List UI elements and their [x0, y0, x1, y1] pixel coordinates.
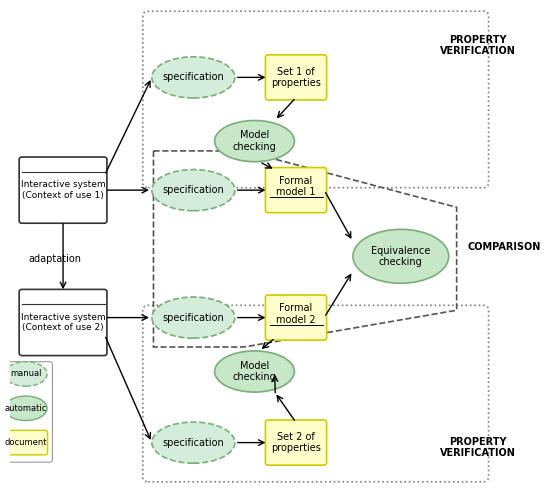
Text: Model
checking: Model checking: [233, 361, 277, 382]
Text: automatic: automatic: [4, 404, 47, 413]
Ellipse shape: [4, 396, 47, 421]
FancyBboxPatch shape: [19, 289, 107, 355]
Text: PROPERTY
VERIFICATION: PROPERTY VERIFICATION: [440, 35, 516, 56]
Ellipse shape: [4, 362, 47, 386]
Text: adaptation: adaptation: [29, 254, 81, 264]
Text: specification: specification: [162, 313, 224, 322]
Text: manual: manual: [10, 369, 42, 379]
Text: Equivalence
checking: Equivalence checking: [371, 246, 431, 267]
Ellipse shape: [214, 120, 294, 162]
FancyBboxPatch shape: [266, 295, 327, 340]
Text: Model
checking: Model checking: [233, 130, 277, 152]
Ellipse shape: [214, 351, 294, 392]
Text: Formal
model 2: Formal model 2: [276, 303, 316, 325]
Text: specification: specification: [162, 185, 224, 195]
Text: Formal
model 1: Formal model 1: [276, 176, 316, 198]
Ellipse shape: [152, 297, 235, 338]
FancyBboxPatch shape: [266, 168, 327, 212]
Text: Set 1 of
properties: Set 1 of properties: [271, 67, 321, 88]
Ellipse shape: [353, 229, 449, 283]
Text: Interactive system
(Context of use 2): Interactive system (Context of use 2): [21, 313, 106, 332]
FancyBboxPatch shape: [266, 55, 327, 100]
Text: document: document: [4, 438, 47, 447]
Ellipse shape: [152, 170, 235, 211]
Text: specification: specification: [162, 72, 224, 82]
Text: Interactive system
(Context of use 1): Interactive system (Context of use 1): [21, 180, 106, 200]
Text: Set 2 of
properties: Set 2 of properties: [271, 432, 321, 454]
Text: COMPARISON: COMPARISON: [468, 242, 541, 251]
Text: specification: specification: [162, 438, 224, 448]
FancyBboxPatch shape: [19, 157, 107, 223]
FancyBboxPatch shape: [266, 420, 327, 465]
FancyBboxPatch shape: [4, 430, 48, 455]
Ellipse shape: [152, 422, 235, 463]
Ellipse shape: [152, 57, 235, 98]
Text: PROPERTY
VERIFICATION: PROPERTY VERIFICATION: [440, 437, 516, 458]
